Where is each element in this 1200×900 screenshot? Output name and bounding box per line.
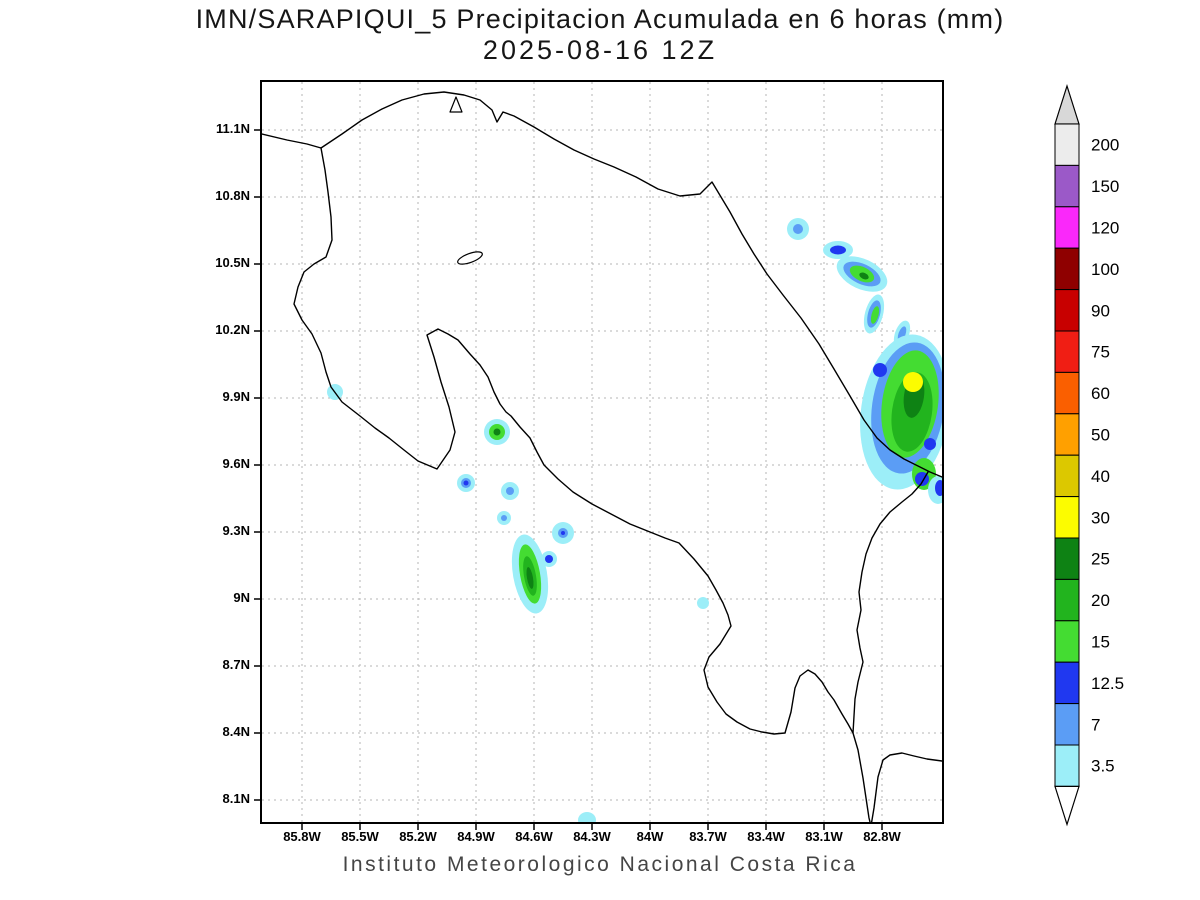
colorbar-segment (1054, 206, 1080, 249)
x-tick-label: 85.8W (283, 829, 321, 844)
precip-cell (793, 224, 803, 234)
x-tick-label: 84W (636, 829, 664, 844)
map-title: IMN/SARAPIQUI_5 Precipitacion Acumulada … (195, 4, 1005, 34)
colorbar-label: 12.5 (1091, 674, 1124, 693)
colorbar-label: 15 (1091, 633, 1110, 652)
colorbar-segment (1054, 661, 1080, 705)
coastline-layer (262, 91, 942, 822)
colorbar-segment (1054, 578, 1080, 622)
map-valid-time: 2025-08-16 12Z (482, 35, 718, 65)
footer-credit: Instituto Meteorologico Nacional Costa R… (342, 853, 858, 876)
colorbar-label: 30 (1091, 508, 1110, 527)
colorbar-segment (1054, 164, 1080, 208)
colorbar: 200 150 120 100 90 75 60 50 40 30 25 20 15 12.5 7 3.5 (1053, 84, 1198, 832)
colorbar-segment (1054, 537, 1080, 580)
precip-cell (870, 306, 880, 324)
x-tick-label: 85.2W (399, 829, 437, 844)
precip-cell (873, 363, 887, 377)
y-tick-label: 9.9N (222, 389, 250, 404)
colorbar-label: 20 (1091, 591, 1110, 610)
precip-cell (493, 428, 501, 436)
precip-cell (935, 480, 942, 496)
colorbar-over-arrow (1054, 84, 1080, 125)
precip-cell (506, 487, 514, 495)
y-tick-label: 9N (233, 590, 250, 605)
colorbar-label: 90 (1091, 301, 1110, 320)
x-tick-label: 82.8W (863, 829, 901, 844)
colorbar-label: 75 (1091, 343, 1110, 362)
x-tick-label: 84.3W (573, 829, 611, 844)
colorbar-segment (1054, 496, 1080, 539)
map-canvas (254, 82, 942, 830)
colorbar-segment (1054, 744, 1080, 787)
colorbar-segment (1054, 620, 1080, 663)
precip-cell (903, 372, 923, 392)
precip-cell (526, 567, 534, 589)
y-tick-label: 11.1N (216, 121, 250, 136)
colorbar-segment (1054, 703, 1080, 746)
colorbar-label: 100 (1091, 260, 1119, 279)
x-tick-label: 83.7W (689, 829, 727, 844)
colorbar-segment (1054, 289, 1080, 332)
precip-cell (578, 812, 596, 822)
colorbar-canvas: 200 150 120 100 90 75 60 50 40 30 25 20 15 12.5 7 3.5 (1054, 84, 1124, 827)
colorbar-label: 3.5 (1091, 757, 1115, 776)
y-tick-label: 10.5N (215, 255, 250, 270)
precip-cell (463, 480, 469, 486)
colorbar-segment (1054, 413, 1080, 456)
colorbar-label: 7 (1091, 715, 1100, 734)
colorbar-segment (1054, 123, 1080, 166)
y-tick-label: 8.4N (222, 724, 250, 739)
colorbar-label: 60 (1091, 384, 1110, 403)
colorbar-label: 25 (1091, 550, 1110, 569)
axis-tick-layer (254, 129, 883, 830)
y-tick-label: 9.6N (222, 456, 250, 471)
precipitation-layer (327, 218, 942, 822)
colorbar-label: 40 (1091, 467, 1110, 486)
x-tick-label: 83.1W (805, 829, 843, 844)
y-tick-label: 8.7N (222, 657, 250, 672)
precip-cell (501, 515, 507, 521)
y-tick-label: 8.1N (222, 791, 250, 806)
precip-cell (924, 438, 936, 450)
lake-arenal-outline (457, 251, 483, 265)
colorbar-label: 120 (1091, 219, 1119, 238)
precip-cell (545, 555, 553, 563)
nicaragua-border-caribbean-coastline (262, 91, 942, 478)
y-tick-label: 9.3N (222, 523, 250, 538)
colorbar-segment (1054, 247, 1080, 291)
lake-island-triangle (449, 96, 463, 113)
colorbar-segment (1054, 330, 1080, 373)
panama-border (852, 471, 929, 734)
y-tick-label: 10.8N (215, 188, 250, 203)
map-plot-area: 85.8W 85.5W 85.2W 84.9W 84.6W 84.3W 84W 83.7W 83… (215, 80, 944, 844)
y-tick-label: 10.2N (215, 322, 250, 337)
x-tick-label: 85.5W (341, 829, 379, 844)
precip-cell (697, 597, 709, 609)
colorbar-under-arrow (1054, 785, 1080, 827)
pacific-coastline (293, 147, 942, 822)
precip-cell (859, 272, 869, 280)
colorbar-label: 200 (1091, 136, 1119, 155)
x-tick-label: 83.4W (747, 829, 785, 844)
colorbar-label: 150 (1091, 177, 1119, 196)
precip-cell (830, 245, 846, 255)
colorbar-label: 50 (1091, 426, 1110, 445)
colorbar-segment (1054, 371, 1080, 415)
precip-cell (561, 531, 565, 535)
x-tick-label: 84.9W (457, 829, 495, 844)
x-tick-label: 84.6W (515, 829, 553, 844)
colorbar-segment (1054, 454, 1080, 498)
